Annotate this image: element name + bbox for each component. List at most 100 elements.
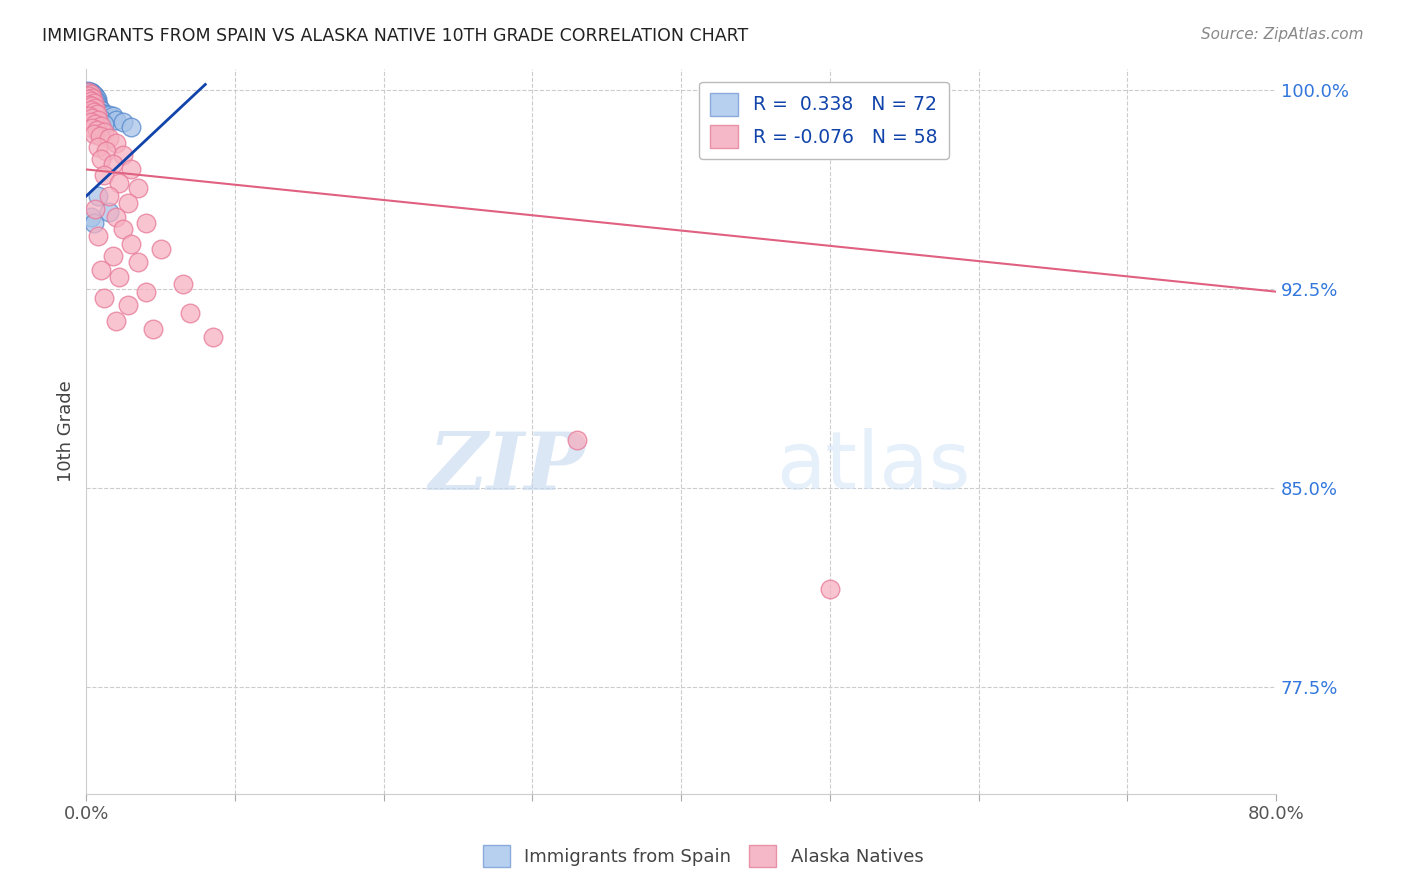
Point [172,277,194,292]
Point [84,101,107,115]
Point [90,112,112,126]
Point [82,88,104,103]
Point [80,101,103,115]
Point [87,113,110,128]
Point [89,103,111,117]
Point [94,144,117,158]
Point [83,91,105,105]
Point [89,129,111,144]
Point [82,87,104,101]
Point [93,291,115,305]
Point [87,228,110,243]
Point [90,152,112,166]
Point [77,88,100,103]
Legend: R =  0.338   N = 72, R = -0.076   N = 58: R = 0.338 N = 72, R = -0.076 N = 58 [699,81,949,159]
Point [105,211,128,225]
Point [97,205,120,219]
Point [82,121,104,136]
Point [82,91,104,105]
Point [82,104,104,119]
Text: Source: ZipAtlas.com: Source: ZipAtlas.com [1201,27,1364,42]
Point [87,105,110,120]
Point [84,103,107,117]
Point [84,93,107,107]
Point [76,86,98,100]
Point [86,91,108,105]
Point [82,102,104,116]
Point [112,148,135,162]
Point [101,249,124,263]
Point [83,87,105,102]
Point [80,103,103,118]
Point [90,106,112,120]
Point [101,109,124,123]
Legend: Immigrants from Spain, Alaska Natives: Immigrants from Spain, Alaska Natives [475,838,931,874]
Point [93,125,115,139]
Point [86,103,108,117]
Point [76,84,98,98]
Point [120,120,142,134]
Point [108,176,131,190]
Point [135,216,157,230]
Point [80,90,103,104]
Point [77,98,100,112]
Point [80,211,103,225]
Point [80,85,103,99]
Point [87,189,110,203]
Point [77,92,100,106]
Point [86,97,108,112]
Point [142,322,165,336]
Point [105,136,128,150]
Point [84,97,107,112]
Point [117,298,139,312]
Point [97,131,120,145]
Point [112,114,135,128]
Y-axis label: 10th Grade: 10th Grade [58,380,75,482]
Point [76,88,98,103]
Point [80,94,103,108]
Point [201,330,224,344]
Point [86,123,108,137]
Text: ZIP: ZIP [429,428,586,506]
Point [82,93,104,107]
Point [135,285,157,299]
Point [97,108,120,122]
Point [87,100,110,114]
Point [84,89,107,103]
Point [86,107,108,121]
Point [76,90,98,104]
Point [90,103,112,118]
Point [82,91,104,105]
Point [93,117,115,131]
Point [80,115,103,129]
Point [80,87,103,102]
Point [80,94,103,108]
Point [83,104,105,119]
Point [93,168,115,182]
Point [83,216,105,230]
Point [77,109,100,123]
Point [82,112,104,126]
Point [77,94,100,108]
Point [77,88,100,103]
Point [76,87,98,101]
Point [127,255,149,269]
Point [86,95,108,109]
Point [82,99,104,113]
Point [90,263,112,277]
Point [93,106,115,120]
Point [83,105,105,120]
Text: IMMIGRANTS FROM SPAIN VS ALASKA NATIVE 10TH GRADE CORRELATION CHART: IMMIGRANTS FROM SPAIN VS ALASKA NATIVE 1… [42,27,748,45]
Point [80,99,103,113]
Point [112,222,135,236]
Point [76,94,98,108]
Point [82,87,104,102]
Point [83,97,105,112]
Point [117,195,139,210]
Point [83,89,105,103]
Point [80,96,103,111]
Point [90,120,112,134]
Point [77,90,100,104]
Point [80,92,103,106]
Point [77,87,100,101]
